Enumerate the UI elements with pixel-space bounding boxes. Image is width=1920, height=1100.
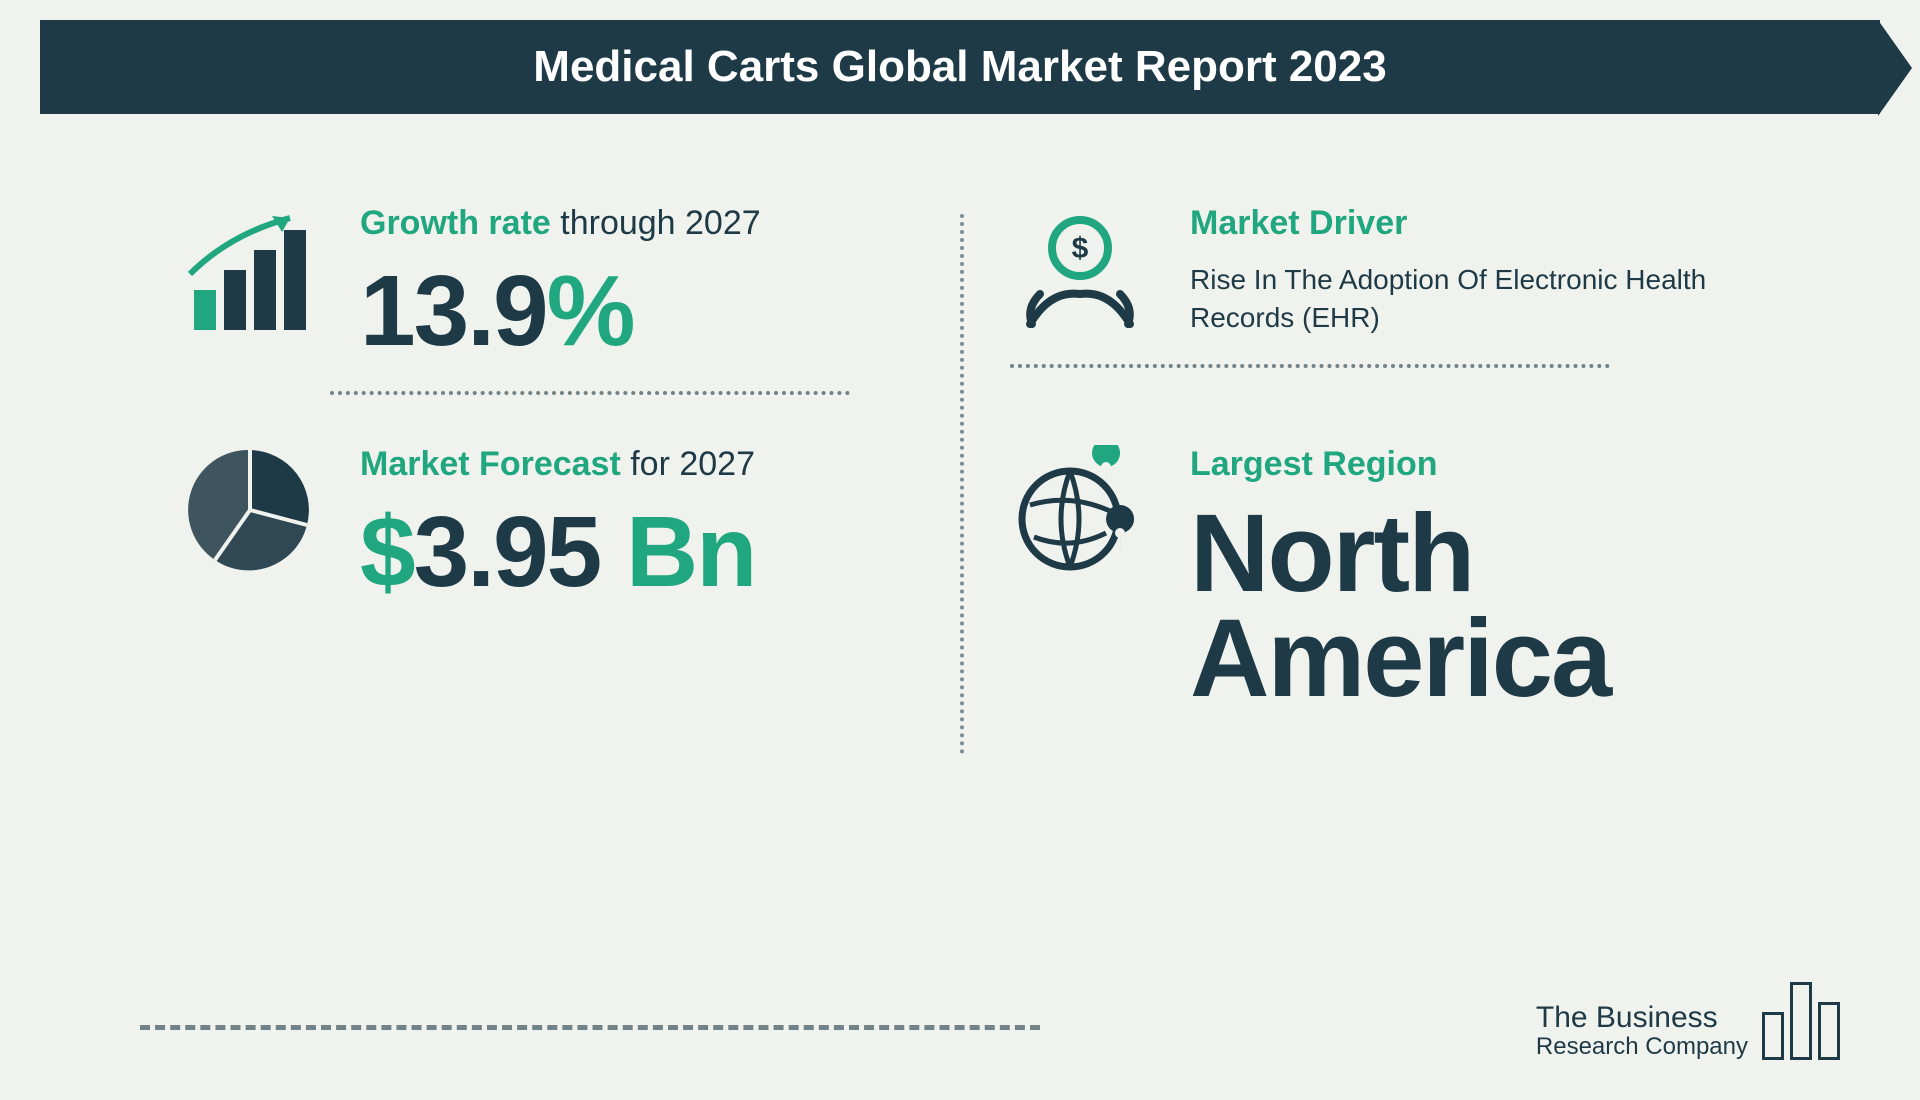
logo-bar [1818, 1002, 1840, 1060]
logo-line2: Research Company [1536, 1034, 1748, 1060]
forecast-label-dark: for 2027 [630, 445, 755, 483]
forecast-number: 3.95 [414, 496, 601, 608]
logo-bars-icon [1762, 982, 1840, 1060]
banner-arrow-tip [1878, 20, 1912, 116]
bottom-dashed-rule [140, 1025, 1040, 1030]
banner-title: Medical Carts Global Market Report 2023 [533, 42, 1386, 91]
growth-chart-icon [180, 204, 320, 344]
left-dotted-divider [330, 391, 850, 395]
growth-label-dark: through 2027 [560, 204, 760, 242]
region-value: North America [1190, 502, 1610, 711]
vertical-divider [960, 214, 964, 754]
globe-pins-icon [1010, 445, 1150, 585]
forecast-label-green: Market Forecast [360, 445, 621, 483]
title-banner: Medical Carts Global Market Report 2023 [40, 20, 1880, 114]
forecast-suffix: Bn [600, 496, 755, 608]
forecast-label: Market Forecast for 2027 [360, 445, 755, 484]
forecast-value: $3.95 Bn [360, 502, 755, 602]
right-dotted-divider [1010, 364, 1610, 368]
region-line2: America [1190, 597, 1610, 720]
logo-text: The Business Research Company [1536, 1001, 1748, 1060]
driver-description: Rise In The Adoption Of Electronic Healt… [1190, 261, 1750, 337]
stats-grid: Growth rate through 2027 13.9% $ [0, 114, 1920, 721]
logo-line1: The Business [1536, 1001, 1748, 1034]
growth-label-green: Growth rate [360, 204, 551, 242]
svg-text:$: $ [1072, 232, 1089, 265]
forecast-dollar: $ [360, 496, 414, 608]
growth-value-percent: % [547, 255, 634, 367]
company-logo: The Business Research Company [1536, 982, 1840, 1060]
growth-value: 13.9% [360, 261, 761, 361]
logo-bar [1790, 982, 1812, 1060]
pie-chart-icon [180, 445, 320, 575]
driver-label: Market Driver [1190, 204, 1750, 243]
logo-bar [1762, 1012, 1784, 1060]
region-label: Largest Region [1190, 445, 1610, 484]
driver-block: $ Market Driver Rise In The Adoption Of … [970, 194, 1800, 395]
region-block: Largest Region North America [970, 435, 1800, 721]
forecast-block: Market Forecast for 2027 $3.95 Bn [140, 435, 970, 721]
hands-coin-icon: $ [1010, 204, 1150, 344]
growth-value-number: 13.9 [360, 255, 547, 367]
growth-label: Growth rate through 2027 [360, 204, 761, 243]
growth-block: Growth rate through 2027 13.9% [140, 194, 970, 395]
